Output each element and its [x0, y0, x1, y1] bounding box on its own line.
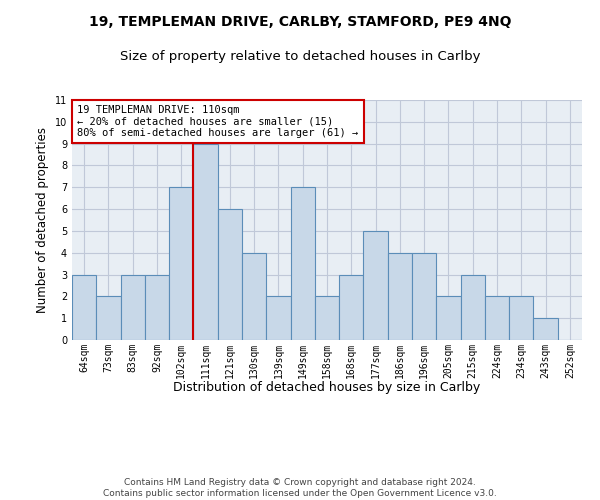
Bar [461, 274, 485, 340]
Bar [193, 144, 218, 340]
Bar [485, 296, 509, 340]
Bar [509, 296, 533, 340]
Bar [96, 296, 121, 340]
Text: Contains HM Land Registry data © Crown copyright and database right 2024.
Contai: Contains HM Land Registry data © Crown c… [103, 478, 497, 498]
Bar [266, 296, 290, 340]
Bar [121, 274, 145, 340]
Bar [169, 188, 193, 340]
Bar [364, 231, 388, 340]
Text: 19 TEMPLEMAN DRIVE: 110sqm
← 20% of detached houses are smaller (15)
80% of semi: 19 TEMPLEMAN DRIVE: 110sqm ← 20% of deta… [77, 105, 358, 138]
X-axis label: Distribution of detached houses by size in Carlby: Distribution of detached houses by size … [173, 381, 481, 394]
Bar [315, 296, 339, 340]
Y-axis label: Number of detached properties: Number of detached properties [37, 127, 49, 313]
Bar [339, 274, 364, 340]
Bar [218, 209, 242, 340]
Bar [242, 252, 266, 340]
Bar [290, 188, 315, 340]
Bar [436, 296, 461, 340]
Text: 19, TEMPLEMAN DRIVE, CARLBY, STAMFORD, PE9 4NQ: 19, TEMPLEMAN DRIVE, CARLBY, STAMFORD, P… [89, 15, 511, 29]
Bar [533, 318, 558, 340]
Bar [388, 252, 412, 340]
Text: Size of property relative to detached houses in Carlby: Size of property relative to detached ho… [120, 50, 480, 63]
Bar [72, 274, 96, 340]
Bar [412, 252, 436, 340]
Bar [145, 274, 169, 340]
